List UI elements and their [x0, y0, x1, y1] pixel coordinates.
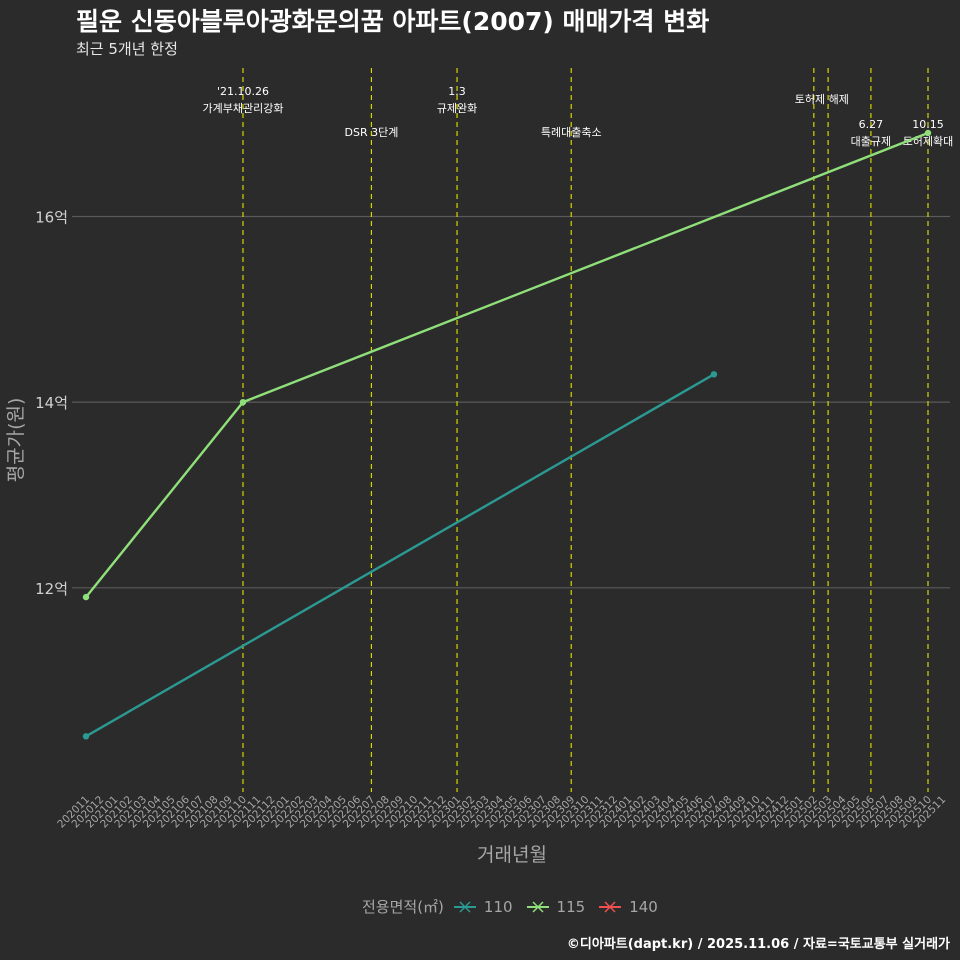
- data-point-110: [710, 371, 718, 378]
- y-tick-label: 12억: [35, 580, 68, 598]
- legend-label-110: 110: [483, 897, 513, 916]
- legend-swatch-110: [453, 900, 476, 913]
- y-tick-label: 16억: [35, 209, 68, 227]
- legend-item-140: 140: [597, 898, 658, 916]
- legend-item-110: 110: [452, 898, 513, 916]
- data-point-115: [924, 129, 932, 137]
- series-line-115: [85, 131, 929, 598]
- event-label: 10.15: [912, 118, 944, 131]
- chart-caption: ©디아파트(dapt.kr) / 2025.11.06 / 자료=국토교통부 실…: [566, 937, 950, 952]
- legend: 전용면적(㎡) 110 115 140: [362, 896, 670, 917]
- chart-title: 필운 신동아블루아광화문의꿈 아파트(2007) 매매가격 변화: [76, 7, 710, 36]
- legend-label-115: 115: [556, 897, 586, 916]
- event-label: '21.10.26: [217, 85, 269, 98]
- legend-swatch-115: [526, 900, 549, 913]
- event-label: 가계부채관리강화: [202, 102, 283, 115]
- event-label: 토허제확대: [903, 135, 954, 148]
- legend-title: 전용면적(㎡): [362, 898, 444, 916]
- y-tick-label: 14억: [35, 394, 68, 412]
- data-point-110: [82, 733, 90, 740]
- event-label: 대출규제: [851, 135, 891, 148]
- event-label: 규제완화: [437, 102, 477, 115]
- data-point-115: [239, 398, 247, 406]
- event-label: 1.3: [448, 85, 466, 98]
- event-label: 토허제 해제: [795, 92, 849, 106]
- legend-item-115: 115: [525, 897, 586, 916]
- event-label: DSR 3단계: [345, 126, 399, 139]
- series-line-110: [85, 373, 715, 738]
- y-axis-title: 평균가(원): [5, 398, 27, 483]
- event-label: 특례대출축소: [541, 126, 602, 139]
- legend-swatch-140: [599, 900, 622, 913]
- legend-label-140: 140: [629, 897, 658, 916]
- data-point-115: [82, 593, 90, 601]
- x-axis-title: 거래년월: [477, 844, 547, 866]
- chart-subtitle: 최근 5개년 한정: [76, 40, 178, 58]
- event-label: 6.27: [859, 118, 884, 131]
